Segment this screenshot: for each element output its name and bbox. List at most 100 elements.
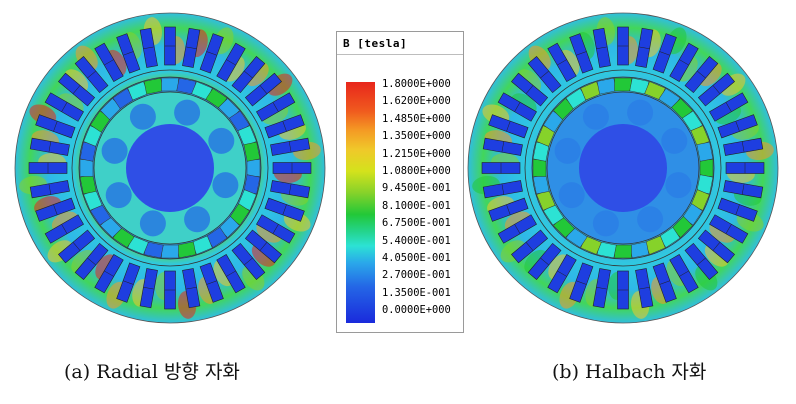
legend-value: 5.4000E-001: [382, 234, 451, 247]
stator-slot: [116, 262, 141, 303]
rotor-magnet-segment: [614, 244, 632, 259]
stator-slot: [723, 137, 764, 156]
stator-slot: [272, 162, 312, 174]
rotor-field-region: [129, 103, 156, 130]
rotor-field-region: [184, 206, 211, 233]
stator-slot: [182, 268, 201, 309]
legend-value-list: 1.8000E+000 1.6200E+000 1.4850E+000 1.35…: [382, 76, 451, 319]
stator-slot: [256, 92, 296, 122]
airgap-ring: [524, 69, 722, 267]
stator-slot: [116, 33, 141, 74]
airgap-ring: [71, 69, 269, 267]
stator-slot: [684, 242, 719, 280]
rotor-field-region: [665, 172, 692, 199]
legend-value: 1.4850E+000: [382, 112, 451, 125]
stator-slot: [216, 254, 246, 294]
legend-value: 1.3500E+000: [382, 130, 451, 143]
stator-slot: [635, 27, 654, 68]
rotor-field-region: [637, 206, 664, 233]
stator-slot: [709, 92, 749, 122]
radial-magnetization-flux-plot: [14, 12, 326, 324]
stator-slot: [139, 268, 158, 309]
stator-slot: [723, 180, 764, 199]
stator-slot: [94, 42, 124, 82]
rotor-field-region: [101, 137, 128, 164]
stator-slot: [592, 268, 611, 309]
stator-slot: [511, 229, 549, 264]
stator-slot: [164, 26, 176, 66]
rotor-field-region: [174, 99, 201, 126]
stator-slot: [669, 254, 699, 294]
rotor-magnet-segment: [532, 159, 547, 177]
flux-density-legend: B [tesla] 1.8000E+000 1.6200E+000 1.4850…: [336, 31, 464, 333]
stator-slot: [35, 197, 76, 222]
stator-slot: [481, 162, 521, 174]
rotor-field-region: [661, 127, 688, 154]
stator-slot: [547, 42, 577, 82]
stator-slot: [569, 262, 594, 303]
rotor-magnet-segment: [161, 244, 179, 259]
stator-slot: [182, 27, 201, 68]
stator-slot: [697, 72, 735, 107]
stator-slot: [697, 229, 735, 264]
stator-slot: [164, 270, 176, 310]
stator-slot: [74, 242, 109, 280]
stator-slot: [617, 270, 629, 310]
stator-slot: [652, 33, 677, 74]
legend-value: 1.0800E+000: [382, 164, 451, 177]
stator-slot: [244, 229, 282, 264]
stator-slot: [139, 27, 158, 68]
stator-slot: [717, 114, 758, 139]
stator-slot: [717, 197, 758, 222]
stator-slot: [231, 242, 266, 280]
rotor-field-region: [212, 172, 239, 199]
rotor-magnet-segment: [614, 77, 632, 92]
stator-slot: [29, 180, 70, 199]
stator-slot: [256, 214, 296, 244]
stator-slot: [264, 197, 305, 222]
stator-slot: [482, 180, 523, 199]
stator-slot: [488, 197, 529, 222]
legend-value: 1.6200E+000: [382, 95, 451, 108]
stator-slot: [58, 229, 96, 264]
stator-slot: [94, 254, 124, 294]
legend-value: 0.0000E+000: [382, 304, 451, 317]
stator-slot: [488, 114, 529, 139]
rotor-magnet-segment: [79, 159, 94, 177]
stator-slot: [35, 114, 76, 139]
stator-slot: [497, 214, 537, 244]
stator-slot: [216, 42, 246, 82]
legend-value: 1.3500E-001: [382, 286, 451, 299]
legend-value: 6.7500E-001: [382, 217, 451, 230]
legend-value: 1.2150E+000: [382, 147, 451, 160]
legend-value: 2.7000E-001: [382, 269, 451, 282]
shaft: [126, 124, 214, 212]
stator-slot: [482, 137, 523, 156]
stator-slot: [264, 114, 305, 139]
caption-halbach: (b) Halbach 자화: [552, 361, 707, 383]
stator-slot: [44, 214, 84, 244]
stator-slot: [44, 92, 84, 122]
stator-slot: [270, 180, 311, 199]
legend-value: 9.4500E-001: [382, 182, 451, 195]
legend-colorbar: [346, 82, 375, 323]
rotor-field-region: [105, 182, 132, 209]
caption-radial: (a) Radial 방향 자화: [64, 361, 240, 383]
stator-slot: [58, 72, 96, 107]
stator-slot: [244, 72, 282, 107]
rotor-magnet-segment: [161, 77, 179, 92]
legend-divider: [337, 54, 463, 55]
halbach-magnetization-flux-plot: [467, 12, 779, 324]
stator-slot: [199, 262, 224, 303]
stator-slot: [652, 262, 677, 303]
rotor-field-region: [139, 210, 166, 237]
stator-slot: [199, 33, 224, 74]
stator-slot: [669, 42, 699, 82]
stator-slot: [709, 214, 749, 244]
legend-value: 1.8000E+000: [382, 78, 451, 90]
stator-slot: [569, 33, 594, 74]
stator-slot: [497, 92, 537, 122]
rotor-magnet-segment: [696, 141, 714, 162]
legend-title: B [tesla]: [343, 37, 408, 50]
stator-slot: [270, 137, 311, 156]
